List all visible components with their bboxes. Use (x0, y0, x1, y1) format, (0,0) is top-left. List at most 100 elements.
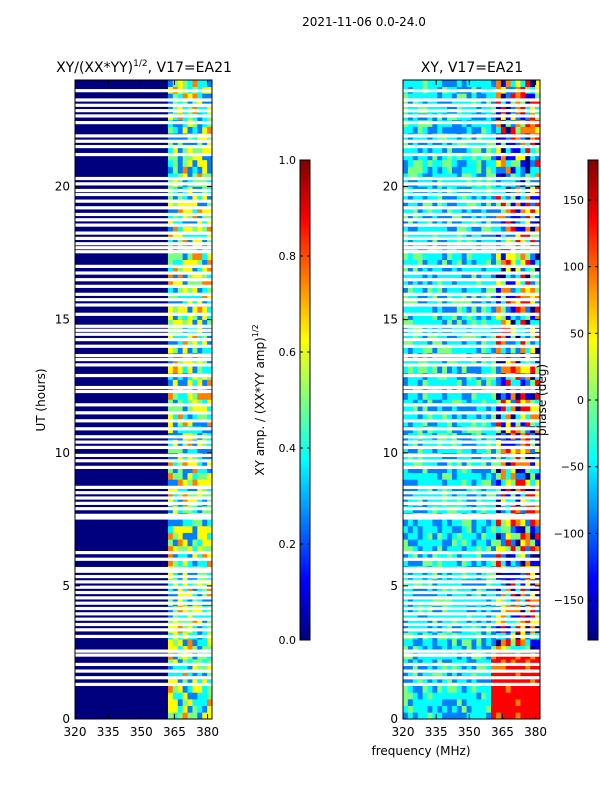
heatmap-cell (456, 346, 463, 354)
heatmap-cell (451, 312, 458, 320)
heatmap-cell (432, 386, 438, 394)
heatmap-cell (167, 705, 174, 713)
heatmap-cell (461, 93, 467, 101)
heatmap-cell (432, 399, 438, 407)
heatmap-cell (495, 412, 502, 420)
heatmap-cell (500, 585, 507, 593)
data-gap (75, 419, 212, 423)
heatmap-cell (437, 419, 443, 427)
heatmap-cell (486, 312, 492, 320)
heatmap-cell (202, 486, 208, 493)
heatmap-cell (167, 679, 174, 687)
heatmap-cell (403, 126, 409, 134)
heatmap-cell (500, 386, 507, 394)
heatmap-cell (442, 692, 448, 700)
heatmap-cell (515, 273, 521, 280)
heatmap-cell (403, 645, 409, 653)
data-gap (75, 139, 212, 143)
heatmap-cell (182, 412, 188, 420)
heatmap-cell (510, 479, 516, 487)
heatmap-cell (495, 306, 502, 314)
heatmap-cell (407, 545, 414, 553)
heatmap-cell (486, 379, 492, 387)
heatmap-cell (432, 545, 438, 553)
heatmap-cell (491, 692, 497, 700)
data-gap (403, 435, 540, 439)
heatmap-cell (481, 472, 487, 480)
heatmap-cell (422, 312, 428, 320)
heatmap-cell (486, 246, 492, 254)
heatmap-cell (417, 339, 423, 347)
heatmap-cell (192, 545, 198, 553)
heatmap-cell (505, 659, 511, 667)
heatmap-cell (481, 639, 487, 647)
heatmap-cell (422, 492, 428, 500)
heatmap-cell (530, 299, 536, 307)
heatmap-cell (417, 173, 423, 181)
heatmap-cell (437, 665, 443, 673)
heatmap-cell (491, 246, 497, 254)
data-gap (403, 264, 540, 268)
heatmap-cell (486, 699, 492, 706)
heatmap-cell (525, 525, 531, 533)
heatmap-cell (451, 359, 458, 367)
heatmap-cell (491, 139, 497, 147)
heatmap-cell (481, 299, 487, 307)
y-tick-label: 20 (55, 180, 70, 194)
heatmap-cell (535, 659, 540, 667)
heatmap-cell (451, 173, 458, 181)
heatmap-cell (177, 619, 183, 627)
heatmap-cell (177, 486, 183, 493)
heatmap-cell (447, 412, 453, 420)
heatmap-cell (515, 472, 521, 480)
heatmap-cell (451, 472, 458, 480)
heatmap-cell (505, 159, 511, 167)
heatmap-cell (177, 386, 183, 394)
heatmap-cell (192, 266, 198, 274)
heatmap-cell (500, 199, 507, 207)
heatmap-cell (177, 80, 183, 87)
heatmap-cell (481, 312, 487, 320)
heatmap-cell (491, 226, 497, 234)
heatmap-cell (407, 492, 414, 500)
heatmap-cell (187, 539, 193, 547)
x-tick-label: 380 (196, 725, 219, 739)
heatmap-cell (495, 406, 502, 414)
heatmap-cell (417, 253, 423, 261)
heatmap-cell (197, 233, 203, 241)
heatmap-cell (177, 585, 183, 593)
heatmap-cell (447, 592, 453, 600)
heatmap-cell (510, 146, 516, 154)
heatmap-cell (447, 259, 453, 267)
heatmap-cell (510, 379, 516, 387)
heatmap-cell (172, 399, 179, 407)
heatmap-cell (417, 273, 423, 280)
heatmap-cell (476, 446, 482, 454)
heatmap-cell (437, 459, 443, 467)
heatmap-cell (451, 585, 458, 593)
heatmap-cell (466, 126, 472, 134)
heatmap-cell (442, 279, 448, 287)
heatmap-cell (525, 545, 531, 553)
heatmap-cell (172, 712, 179, 719)
heatmap-cell (466, 486, 472, 493)
heatmap-cell (207, 479, 212, 487)
y-tick-label: 5 (390, 579, 398, 593)
heatmap-cell (471, 332, 477, 340)
data-gap (75, 465, 212, 469)
heatmap-cell (437, 286, 443, 294)
heatmap-cell (500, 319, 507, 327)
x-tick-label: 365 (491, 725, 514, 739)
heatmap-cell (520, 233, 526, 241)
heatmap-cell (447, 226, 453, 234)
heatmap-cell (207, 379, 212, 387)
heatmap-cell (520, 339, 526, 347)
heatmap-cell (432, 472, 438, 480)
heatmap-cell (525, 685, 531, 693)
heatmap-cell (167, 293, 174, 300)
heatmap-cell (471, 126, 477, 134)
heatmap-cell (505, 253, 511, 261)
data-gap (75, 612, 212, 616)
heatmap-cell (456, 126, 463, 134)
data-gap (403, 206, 540, 210)
